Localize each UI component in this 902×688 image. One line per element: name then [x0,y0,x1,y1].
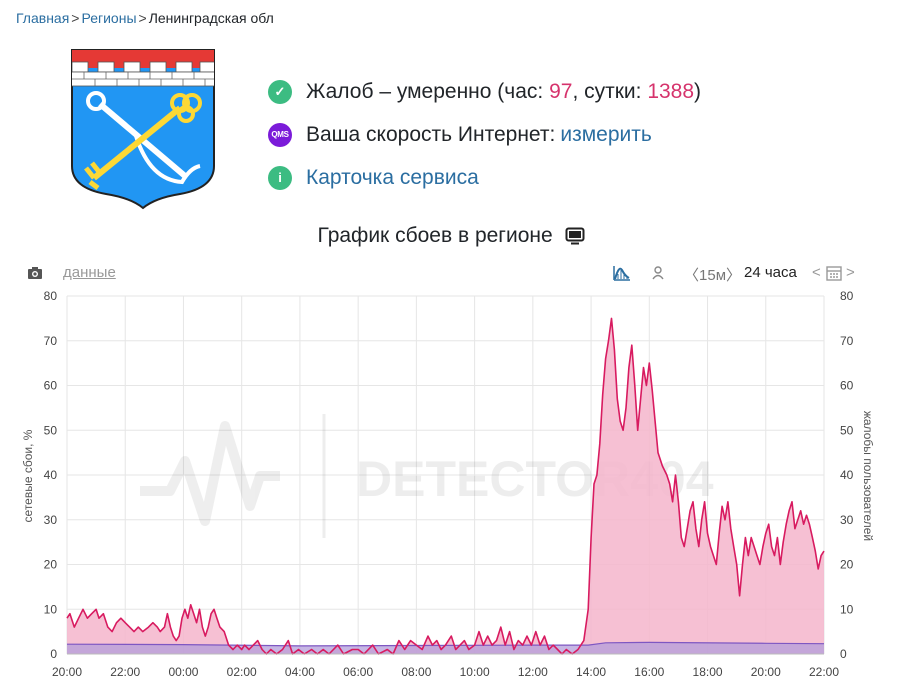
period-label[interactable]: 24 часа [744,264,797,281]
chevron-right-icon: > [71,10,80,26]
monitor-icon[interactable] [565,227,585,245]
y-tick-left: 0 [50,647,57,661]
y-tick-right: 0 [840,647,847,661]
region-status: ✓ Жалоб – умеренно (час: 97, сутки: 1388… [268,70,701,199]
y-tick-left: 80 [44,289,58,303]
y-tick-right: 30 [840,513,854,527]
interval-toggle[interactable]: 〈15м〉 [684,267,742,284]
breadcrumb-current: Ленинградская обл [148,10,274,26]
y-tick-right: 60 [840,379,854,393]
camera-icon[interactable] [27,266,43,280]
complaints-text: Жалоб – умеренно (час: 97, сутки: 1388) [306,79,702,103]
y-tick-left: 40 [44,468,58,482]
chevron-left-icon[interactable]: < [812,264,821,281]
x-tick-label: 02:00 [227,665,257,679]
chevron-right-icon: > [138,10,147,26]
x-tick-label: 14:00 [576,665,606,679]
check-circle-icon: ✓ [268,79,292,104]
hour-count: 97 [549,79,573,103]
breadcrumb-home[interactable]: Главная [16,10,70,26]
y-tick-right: 10 [840,602,854,616]
y-tick-left: 20 [44,558,58,572]
complaints-line [66,317,825,655]
chart-plot [66,317,825,655]
breadcrumb-regions[interactable]: Регионы [81,10,137,26]
x-tick-label: 20:00 [52,665,82,679]
network-outages-line [66,641,825,647]
x-tick-label: 00:00 [168,665,198,679]
chart-title: График сбоев в регионе [0,224,902,248]
x-tick-label: 06:00 [343,665,373,679]
info-icon: i [268,165,292,190]
y-axis-left-label: сетевые сбои, % [21,429,35,522]
x-tick-label: 08:00 [401,665,431,679]
x-tick-label: 12:00 [518,665,548,679]
chevron-right-icon[interactable]: > [846,264,855,281]
user-icon[interactable] [652,266,664,280]
day-count: 1388 [647,79,695,103]
y-axis-right-label: жалобы пользователей [861,411,875,541]
service-card: i Карточка сервиса [268,156,701,199]
y-tick-left: 30 [44,513,58,527]
chart-axes: 0 0 10 10 20 20 30 30 40 40 50 50 60 60 70 70 80 80 20:00 2… [44,289,854,679]
x-tick-label: 16:00 [634,665,664,679]
y-tick-right: 70 [840,334,854,348]
speed-label: Ваша скорость Интернет: [306,122,556,146]
x-tick-label: 22:00 [809,665,839,679]
y-tick-right: 40 [840,468,854,482]
breadcrumb: Главная > Регионы > Ленинградская обл [16,10,274,26]
y-tick-left: 70 [44,334,58,348]
y-tick-right: 80 [840,289,854,303]
chart-toolbar: данные 〈15м〉 24 часа < > [0,262,902,286]
y-tick-left: 50 [44,423,58,437]
x-tick-label: 20:00 [751,665,781,679]
data-link[interactable]: данные [63,264,116,281]
x-tick-label: 18:00 [693,665,723,679]
y-tick-left: 10 [44,602,58,616]
service-card-link[interactable]: Карточка сервиса [306,165,479,189]
region-emblem-icon [71,49,215,210]
speed-test: QMS Ваша скорость Интернет: измерить [268,113,701,156]
area-chart-icon[interactable] [612,264,632,282]
y-tick-right: 50 [840,423,854,437]
x-tick-label: 22:00 [110,665,140,679]
measure-speed-link[interactable]: измерить [560,122,652,146]
calendar-icon[interactable] [826,265,842,281]
qms-icon: QMS [268,122,292,147]
complaints-area [67,318,824,654]
y-tick-left: 60 [44,379,58,393]
complaints-status: ✓ Жалоб – умеренно (час: 97, сутки: 1388… [268,70,701,113]
network-outages-area [67,642,824,654]
y-tick-right: 20 [840,558,854,572]
x-tick-label: 04:00 [285,665,315,679]
x-tick-label: 10:00 [460,665,490,679]
